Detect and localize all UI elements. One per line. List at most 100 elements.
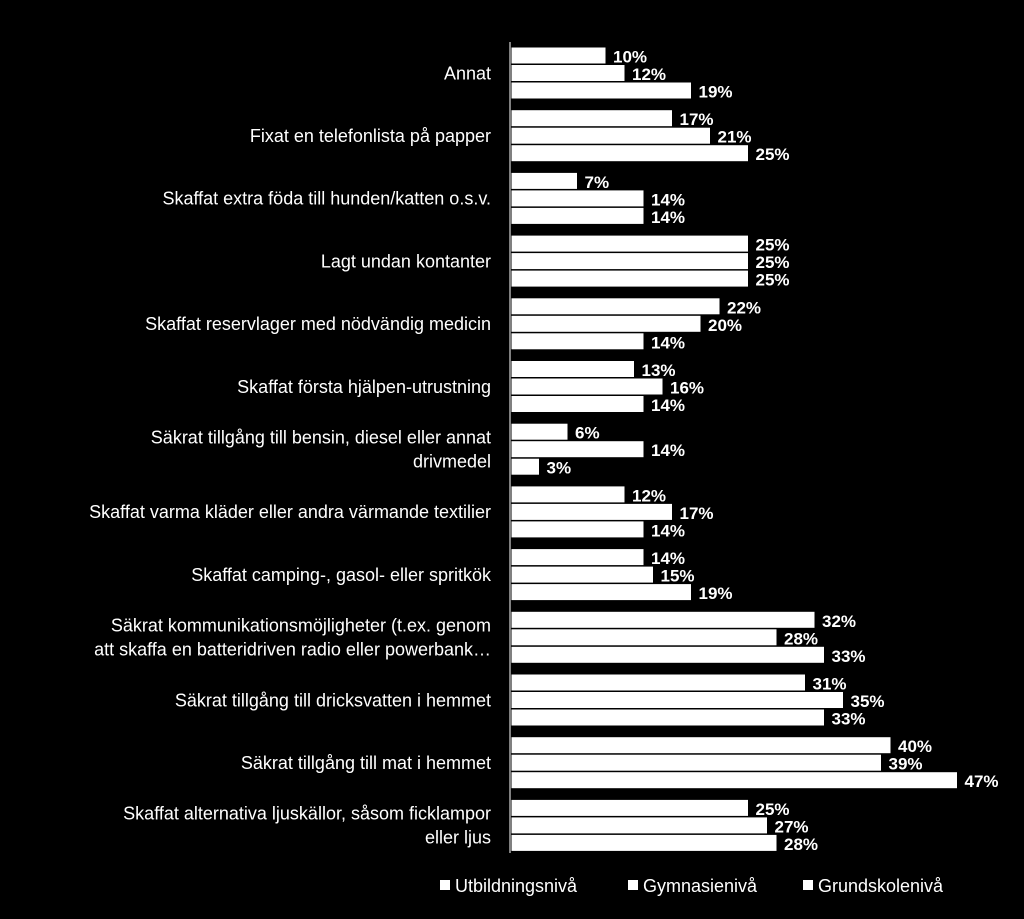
category-label: Lagt undan kontanter [321, 251, 491, 271]
data-label: 12% [632, 486, 666, 505]
category-label-line: Skaffat camping-, gasol- eller spritkök [191, 565, 492, 585]
category-label-line: Säkrat tillgång till mat i hemmet [241, 753, 491, 773]
bar-grundskoleniva [510, 81, 692, 100]
category-label: Säkrat tillgång till dricksvatten i hemm… [175, 690, 491, 710]
category-label-line: Säkrat kommunikationsmöjligheter (t.ex. … [111, 616, 491, 636]
data-label: 7% [585, 173, 610, 192]
bar-gymnasieniva [510, 816, 768, 835]
bar-grundskoleniva [510, 520, 645, 539]
bar-utbildningsniva [510, 171, 578, 190]
legend-swatch-utbildningsniva [440, 880, 450, 890]
data-label: 14% [651, 521, 685, 540]
data-label: 14% [651, 396, 685, 415]
bar-grundskoleniva [510, 206, 645, 225]
bar-gymnasieniva [510, 126, 711, 145]
bar-grundskoleniva [510, 269, 749, 288]
bar-gymnasieniva [510, 377, 664, 396]
value-labels-layer: 10%12%19%17%21%25%7%14%14%25%25%25%22%20… [545, 46, 1000, 855]
category-label-line: Fixat en telefonlista på papper [250, 126, 491, 146]
bar-grundskoleniva [510, 395, 645, 413]
category-label-line: Lagt undan kontanter [321, 251, 491, 271]
category-label: Annat [444, 63, 491, 83]
bar-grundskoleniva [510, 708, 825, 727]
bar-gymnasieniva [510, 440, 645, 459]
category-label-line: Skaffat alternativa ljuskällor, såsom fi… [123, 804, 491, 824]
bar-utbildningsniva [510, 610, 816, 629]
category-label: Skaffat alternativa ljuskällor, såsom fi… [123, 804, 491, 848]
category-label: Skaffat reservlager med nödvändig medici… [145, 314, 491, 334]
bar-utbildningsniva [510, 234, 749, 253]
category-label-line: drivmedel [413, 451, 491, 471]
data-label: 28% [784, 835, 818, 854]
bar-grundskoleniva [510, 645, 825, 664]
bar-grundskoleniva [510, 771, 958, 790]
bar-utbildningsniva [510, 297, 721, 316]
category-label: Säkrat tillgång till bensin, diesel elle… [151, 427, 491, 471]
category-label-line: Skaffat första hjälpen-utrustning [237, 377, 491, 397]
data-label: 19% [699, 584, 733, 603]
category-label-line: Skaffat reservlager med nödvändig medici… [145, 314, 491, 334]
bar-grundskoleniva [510, 144, 749, 163]
bar-gymnasieniva [510, 753, 882, 772]
bar-utbildningsniva [510, 422, 569, 441]
data-label: 31% [813, 675, 847, 694]
bar-utbildningsniva [510, 109, 673, 128]
category-label-line: Säkrat tillgång till dricksvatten i hemm… [175, 690, 491, 710]
bar-utbildningsniva [510, 798, 749, 817]
data-label: 14% [651, 190, 685, 209]
data-label: 32% [822, 612, 856, 631]
category-label: Skaffat camping-, gasol- eller spritkök [191, 565, 492, 585]
data-label: 13% [642, 361, 676, 380]
bar-gymnasieniva [510, 628, 778, 647]
data-label: 25% [756, 236, 790, 255]
data-label: 17% [680, 504, 714, 523]
category-label: Skaffat extra föda till hunden/katten o.… [162, 189, 491, 209]
bar-utbildningsniva [510, 360, 635, 378]
data-label: 22% [727, 298, 761, 317]
legend: Utbildningsnivå Gymnasienivå Grundskolen… [440, 876, 944, 896]
data-label: 16% [670, 379, 704, 398]
bar-gymnasieniva [510, 502, 673, 521]
data-label: 14% [651, 441, 685, 460]
bar-gymnasieniva [510, 565, 654, 584]
bar-utbildningsniva [510, 673, 806, 692]
legend-swatch-grundskoleniva [803, 880, 813, 890]
data-label: 14% [651, 549, 685, 568]
category-labels-layer: Annat Fixat en telefonlista på papper Skaf… [89, 63, 492, 847]
bar-utbildningsniva [510, 485, 626, 504]
bar-grundskoleniva [510, 332, 645, 351]
category-label-line: att skaffa en batteridriven radio eller … [94, 640, 491, 660]
data-label: 15% [661, 567, 695, 586]
category-label-line: Säkrat tillgång till bensin, diesel elle… [151, 427, 491, 447]
data-label: 25% [756, 271, 790, 290]
data-label: 25% [756, 253, 790, 272]
bar-gymnasieniva [510, 314, 702, 333]
bar-gymnasieniva [510, 252, 749, 271]
bar-utbildningsniva [510, 46, 607, 65]
bar-gymnasieniva [510, 189, 645, 208]
data-label: 33% [832, 647, 866, 666]
data-label: 17% [680, 110, 714, 129]
bar-utbildningsniva [510, 736, 892, 755]
legend-swatch-gymnasieniva [628, 880, 638, 890]
bar-grundskoleniva [510, 457, 540, 476]
data-label: 25% [756, 800, 790, 819]
data-label: 27% [775, 817, 809, 836]
bar-gymnasieniva [510, 691, 844, 709]
data-label: 47% [965, 772, 999, 791]
category-label-line: Annat [444, 63, 491, 83]
category-label: Säkrat kommunikationsmöjligheter (t.ex. … [94, 616, 491, 660]
category-label-line: Skaffat varma kläder eller andra värmand… [89, 502, 491, 522]
category-label-line: Skaffat extra föda till hunden/katten o.… [162, 189, 491, 209]
data-label: 20% [708, 316, 742, 335]
legend-label-grundskoleniva: Grundskolenivå [818, 876, 944, 896]
data-label: 14% [651, 333, 685, 352]
bar-gymnasieniva [510, 64, 626, 82]
bar-grundskoleniva [510, 583, 692, 602]
data-label: 40% [898, 737, 932, 756]
data-label: 10% [613, 48, 647, 67]
category-label-line: eller ljus [425, 828, 491, 848]
data-label: 19% [699, 83, 733, 102]
data-label: 39% [889, 755, 923, 774]
